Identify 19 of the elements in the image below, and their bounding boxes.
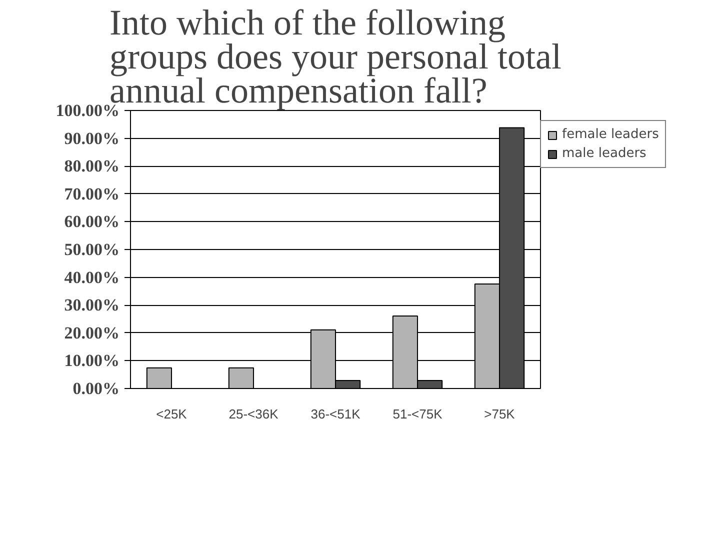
bar [146, 367, 172, 388]
x-tick-label: 51-<75K [392, 406, 443, 422]
y-tick-label: 40.00% [64, 268, 120, 287]
y-tick-label: 60.00% [64, 212, 120, 232]
y-tick-label: 50.00% [64, 240, 120, 259]
y-tick-label: 30.00% [64, 296, 120, 315]
y-tick-label: 10.00% [64, 351, 120, 370]
x-tick-label: 36-<51K [310, 406, 361, 422]
y-tick-label: 0.00% [72, 379, 120, 398]
y-tick-label: 20.00% [64, 323, 120, 342]
x-tick-label: >75K [484, 406, 516, 422]
y-tick-label: 80.00% [64, 156, 120, 176]
y-tick-label: 70.00% [64, 184, 120, 204]
x-tick-label: <25K [156, 406, 188, 422]
y-tick-label: 90.00% [64, 128, 120, 148]
legend-label: male leaders [562, 146, 646, 161]
bar [228, 367, 254, 388]
x-tick-label: 25-<36K [228, 406, 279, 422]
legend-label: female leaders [562, 127, 659, 142]
